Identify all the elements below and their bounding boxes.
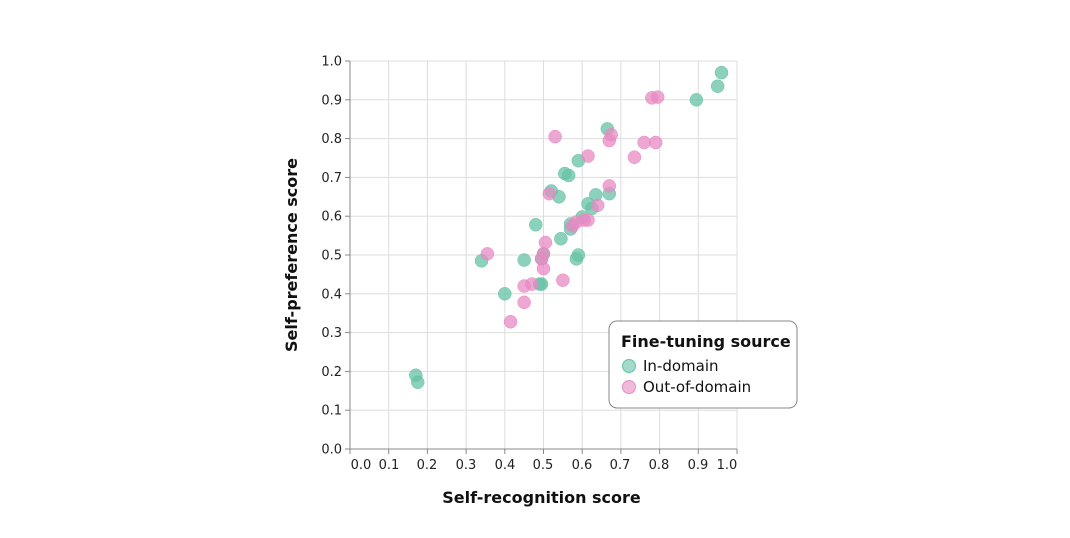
- out-of-domain-point: [538, 235, 553, 250]
- y-tick-label: 0.2: [321, 365, 342, 380]
- x-tick-label: 0.9: [688, 458, 709, 473]
- in-domain-point: [571, 248, 586, 262]
- legend-in-domain-swatch: [622, 359, 636, 373]
- out-of-domain-point: [542, 186, 557, 201]
- out-of-domain-point: [556, 273, 570, 287]
- in-domain-point: [689, 93, 704, 107]
- legend: Fine-tuning source In-domain Out-of-domai…: [608, 320, 798, 409]
- in-domain-point: [529, 217, 543, 232]
- y-tick-label: 0.0: [321, 443, 342, 458]
- out-of-domain-point: [525, 277, 539, 291]
- x-tick-label: 0.6: [572, 458, 593, 473]
- legend-in-domain-label: In-domain: [643, 357, 719, 375]
- x-tick-label: 0.5: [533, 458, 554, 473]
- out-of-domain-point: [604, 127, 618, 142]
- out-of-domain-point: [517, 295, 531, 310]
- x-tick-label: 1.0: [717, 458, 738, 473]
- in-domain-point: [517, 253, 531, 267]
- y-tick-label: 0.7: [321, 171, 342, 186]
- legend-box: [608, 320, 798, 409]
- in-domain-point: [710, 79, 725, 93]
- out-of-domain-point: [627, 150, 642, 164]
- out-of-domain-point: [637, 135, 651, 150]
- out-of-domain-point: [590, 198, 605, 213]
- out-of-domain-point: [602, 179, 617, 193]
- x-tick-label: 0.0: [351, 458, 372, 473]
- legend-out-of-domain-swatch: [622, 380, 636, 394]
- out-of-domain-point: [650, 90, 665, 104]
- data-points: [409, 65, 729, 390]
- y-tick-label: 0.1: [321, 404, 342, 419]
- legend-title: Fine-tuning source: [621, 332, 791, 351]
- out-of-domain-point: [480, 247, 495, 261]
- out-of-domain-point: [536, 247, 551, 261]
- y-axis-title: Self-preference score: [282, 158, 301, 352]
- in-domain-point: [498, 287, 512, 301]
- legend-out-of-domain-label: Out-of-domain: [643, 378, 751, 396]
- y-tick-label: 0.5: [321, 249, 342, 264]
- out-of-domain-point: [581, 149, 595, 163]
- x-tick-label: 0.1: [379, 458, 400, 473]
- x-tick-label: 0.7: [610, 458, 631, 473]
- in-domain-point: [714, 65, 729, 80]
- legend-items: In-domain Out-of-domain: [622, 357, 751, 396]
- x-tick-label: 0.2: [417, 458, 438, 473]
- in-domain-point: [554, 231, 568, 246]
- in-domain-point: [410, 375, 425, 390]
- out-of-domain-point: [503, 314, 518, 329]
- out-of-domain-point: [581, 213, 595, 227]
- x-tick-label: 0.4: [495, 458, 516, 473]
- x-axis-title: Self-recognition score: [442, 488, 641, 507]
- x-tick-label: 0.8: [649, 458, 670, 473]
- out-of-domain-point: [548, 129, 562, 144]
- y-tick-label: 0.4: [321, 287, 342, 302]
- y-tick-label: 0.8: [321, 132, 342, 147]
- y-tick-label: 0.9: [321, 93, 342, 108]
- y-tick-label: 1.0: [321, 55, 342, 70]
- out-of-domain-point: [648, 135, 663, 150]
- out-of-domain-point: [536, 261, 551, 276]
- x-tick-label: 0.3: [456, 458, 477, 473]
- axes: 0.0 0.1 0.2 0.3 0.4 0.5 0.6 0.7 0.8 0.9 1.0 0.0 0.1 0…: [321, 55, 738, 473]
- y-tick-label: 0.6: [321, 210, 342, 225]
- y-tick-label: 0.3: [321, 326, 342, 341]
- in-domain-point: [561, 168, 576, 183]
